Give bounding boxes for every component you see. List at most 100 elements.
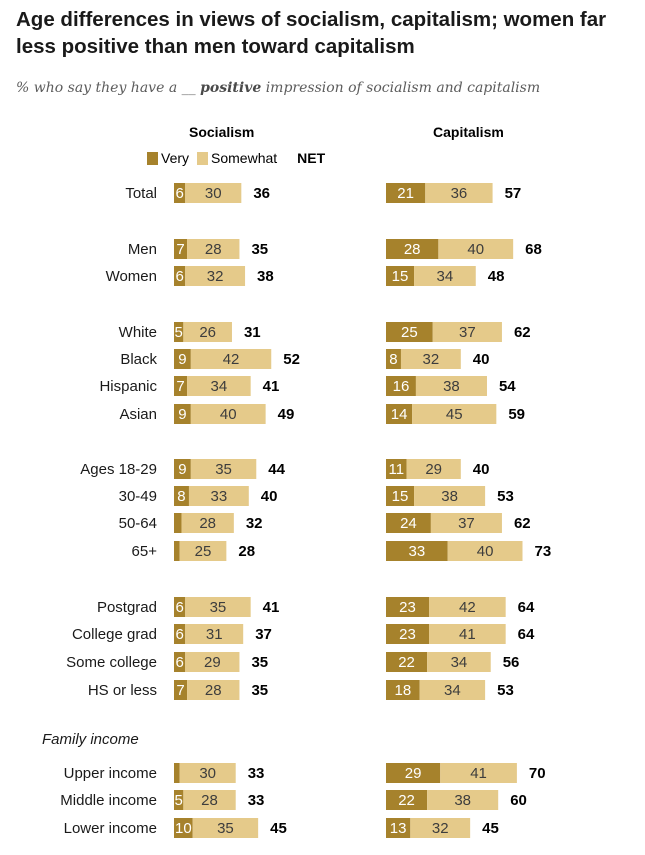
socialism-somewhat-label: 40 <box>220 406 237 423</box>
socialism-net-label: 49 <box>278 406 295 423</box>
socialism-very-bar <box>174 349 191 369</box>
row-label: 65+ <box>132 543 158 560</box>
socialism-somewhat-bar <box>192 818 259 838</box>
subtitle-emphasis: positive <box>200 80 262 96</box>
capitalism-very-label: 16 <box>393 378 410 395</box>
socialism-very-label: 7 <box>176 241 184 258</box>
capitalism-somewhat-bar <box>432 322 502 342</box>
row-label: Postgrad <box>97 599 157 616</box>
socialism-very-bar <box>174 763 180 783</box>
legend-label-net: NET <box>297 150 326 166</box>
row-label: Total <box>125 185 157 202</box>
capitalism-very-label: 33 <box>409 543 426 560</box>
row-label: Men <box>128 241 157 258</box>
capitalism-net-label: 40 <box>473 351 490 368</box>
capitalism-somewhat-bar <box>427 790 499 810</box>
capitalism-very-label: 23 <box>399 626 416 643</box>
socialism-very-bar <box>174 486 189 506</box>
capitalism-somewhat-bar <box>406 459 461 479</box>
capitalism-somewhat-label: 32 <box>432 820 449 837</box>
socialism-very-bar <box>174 183 186 203</box>
socialism-somewhat-label: 28 <box>205 682 222 699</box>
capitalism-somewhat-bar <box>410 818 471 838</box>
socialism-net-label: 40 <box>261 488 278 505</box>
capitalism-somewhat-label: 34 <box>451 654 468 671</box>
capitalism-somewhat-bar <box>438 239 514 259</box>
capitalism-very-label: 18 <box>394 682 411 699</box>
socialism-net-label: 38 <box>257 268 274 285</box>
socialism-very-bar <box>174 624 186 644</box>
socialism-very-label: 5 <box>175 792 183 809</box>
capitalism-somewhat-bar <box>447 541 523 561</box>
row-label: HS or less <box>88 682 157 699</box>
socialism-somewhat-label: 35 <box>217 820 234 837</box>
socialism-somewhat-label: 28 <box>205 241 222 258</box>
row-label: Middle income <box>60 792 157 809</box>
socialism-somewhat-label: 28 <box>199 515 216 532</box>
capitalism-net-label: 70 <box>529 765 546 782</box>
socialism-very-bar <box>174 459 191 479</box>
socialism-net-label: 33 <box>248 765 265 782</box>
capitalism-somewhat-label: 40 <box>467 241 484 258</box>
capitalism-very-bar <box>386 680 420 700</box>
row-label: Upper income <box>64 765 157 782</box>
socialism-somewhat-bar <box>188 486 249 506</box>
capitalism-net-label: 54 <box>499 378 516 395</box>
capitalism-somewhat-bar <box>429 624 506 644</box>
capitalism-very-bar <box>386 239 439 259</box>
row-label: Some college <box>66 654 157 671</box>
capitalism-very-label: 14 <box>391 406 408 423</box>
socialism-very-label: 6 <box>175 185 183 202</box>
capitalism-very-bar <box>386 266 415 286</box>
socialism-somewhat-bar <box>185 652 240 672</box>
capitalism-somewhat-bar <box>419 680 486 700</box>
capitalism-very-label: 25 <box>401 324 418 341</box>
capitalism-somewhat-bar <box>427 652 491 672</box>
capitalism-somewhat-label: 42 <box>459 599 476 616</box>
row-label: Lower income <box>64 820 157 837</box>
socialism-somewhat-label: 30 <box>205 185 222 202</box>
socialism-somewhat-label: 28 <box>201 792 218 809</box>
capitalism-net-label: 62 <box>514 324 531 341</box>
socialism-somewhat-label: 42 <box>223 351 240 368</box>
capitalism-somewhat-label: 40 <box>477 543 494 560</box>
capitalism-somewhat-bar <box>414 486 486 506</box>
chart-title: Age differences in views of socialism, c… <box>16 8 607 58</box>
socialism-very-bar <box>174 818 193 838</box>
socialism-net-label: 31 <box>244 324 261 341</box>
capitalism-net-label: 68 <box>525 241 542 258</box>
socialism-very-label: 9 <box>178 351 186 368</box>
capitalism-net-label: 60 <box>510 792 527 809</box>
capitalism-very-label: 21 <box>397 185 414 202</box>
capitalism-net-label: 48 <box>488 268 505 285</box>
socialism-somewhat-bar <box>185 266 246 286</box>
socialism-very-bar <box>174 680 188 700</box>
row-label: Women <box>106 268 157 285</box>
capitalism-very-bar <box>386 376 416 396</box>
socialism-somewhat-label: 35 <box>210 599 227 616</box>
capitalism-very-label: 13 <box>390 820 407 837</box>
socialism-somewhat-bar <box>187 376 251 396</box>
legend: Very Somewhat NET <box>147 150 325 166</box>
socialism-somewhat-bar <box>183 322 232 342</box>
socialism-net-label: 35 <box>251 682 268 699</box>
socialism-somewhat-bar <box>181 513 234 533</box>
legend-label-somewhat: Somewhat <box>211 150 278 166</box>
socialism-somewhat-label: 25 <box>195 543 212 560</box>
socialism-very-bar <box>174 790 184 810</box>
section-label-family-income: Family income <box>42 731 139 748</box>
row-label: White <box>119 324 157 341</box>
capitalism-very-bar <box>386 541 448 561</box>
capitalism-net-label: 40 <box>473 461 490 478</box>
capitalism-net-label: 64 <box>518 626 535 643</box>
socialism-somewhat-label: 34 <box>211 378 228 395</box>
capitalism-net-label: 59 <box>508 406 525 423</box>
socialism-very-bar <box>174 513 182 533</box>
socialism-net-label: 33 <box>248 792 265 809</box>
socialism-somewhat-bar <box>187 239 240 259</box>
capitalism-very-bar <box>386 624 430 644</box>
socialism-very-bar <box>174 404 191 424</box>
capitalism-net-label: 73 <box>535 543 552 560</box>
socialism-somewhat-bar <box>183 790 236 810</box>
socialism-somewhat-bar <box>185 624 244 644</box>
